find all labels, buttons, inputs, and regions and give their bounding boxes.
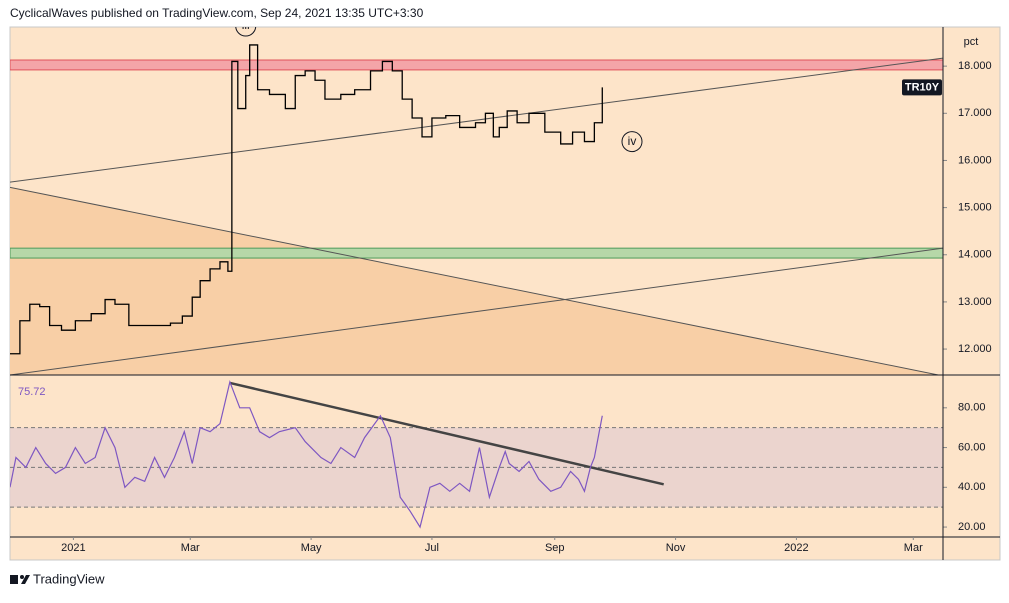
trend-line: [229, 381, 664, 486]
last-label: TR10Y: [905, 81, 940, 93]
last-label-box: [902, 79, 942, 96]
y-tick-label: 15.000: [958, 202, 992, 214]
y-tick-label: 20.00: [958, 521, 986, 533]
zone: [10, 247, 943, 259]
pane: [10, 379, 943, 529]
series-line: [10, 379, 603, 529]
y-tick-label: 18.000: [958, 60, 992, 72]
x-tick-label: Jul: [425, 542, 439, 554]
logo: [10, 575, 30, 584]
rsi-value: 75.72: [18, 386, 46, 398]
y-tick-label: 80.00: [958, 402, 986, 414]
series-line: [10, 44, 603, 355]
pane: iv iii: [10, 18, 943, 375]
wave-label: iv: [628, 134, 637, 148]
y-tick-label: 40.00: [958, 481, 986, 493]
trend-line: [10, 186, 941, 375]
trend-line: [10, 247, 943, 375]
y-tick-label: 12.000: [958, 343, 992, 355]
unit-label: pct: [964, 36, 979, 48]
y-tick-label: 14.000: [958, 249, 992, 261]
y-tick-label: 17.000: [958, 107, 992, 119]
x-tick-label: May: [301, 542, 322, 554]
wave-circle: [621, 131, 643, 153]
x-tick-label: Nov: [666, 542, 686, 554]
x-tick-label: Sep: [545, 542, 565, 554]
zone: [10, 59, 943, 71]
x-tick-label: 2022: [784, 542, 808, 554]
shaded-region: [10, 187, 943, 375]
y-tick-label: 16.000: [958, 154, 992, 166]
x-tick-label: 2021: [61, 542, 85, 554]
x-tick-label: Mar: [904, 542, 923, 554]
publish-header: CyclicalWaves published on TradingView.c…: [10, 6, 424, 20]
y-tick-label: 60.00: [958, 441, 986, 453]
wave-label: iii: [242, 18, 250, 32]
y-tick-label: 13.000: [958, 296, 992, 308]
x-tick-label: Mar: [181, 542, 200, 554]
trend-line: [10, 57, 943, 183]
brand: TradingView: [33, 571, 105, 586]
wave-circle: [235, 27, 257, 37]
